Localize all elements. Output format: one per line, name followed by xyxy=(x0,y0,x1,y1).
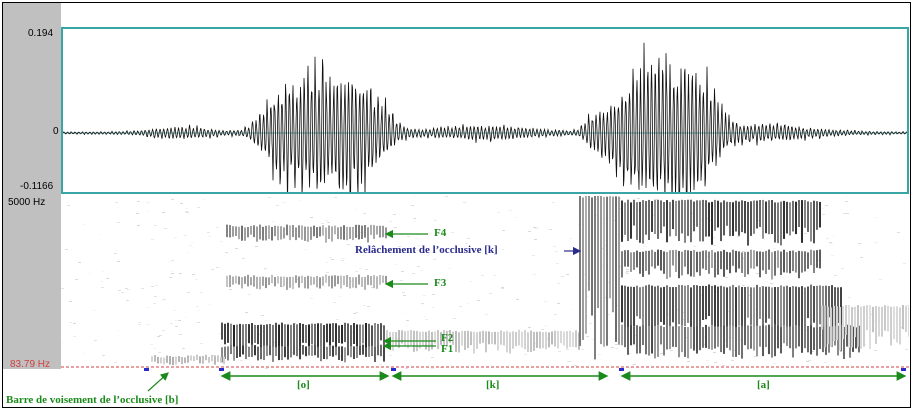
waveform-min-label: -0.1166 xyxy=(20,181,54,192)
segment-label-k: [k] xyxy=(486,379,500,391)
f1-label: F1 xyxy=(441,343,454,355)
f4-label: F4 xyxy=(434,227,447,239)
segment-label-o: [o] xyxy=(297,379,310,391)
voicing-bar-label: Barre de voisement de l’occlusive [b] xyxy=(6,394,179,406)
waveform-plot xyxy=(63,42,907,192)
segment-label-a: [a] xyxy=(757,379,770,391)
waveform-max-label: 0.194 xyxy=(28,28,54,39)
spectrogram-bottom-label: 83.79 Hz xyxy=(10,359,51,370)
waveform-zero-label: 0 xyxy=(53,126,59,137)
spectrogram-panel[interactable] xyxy=(61,196,909,369)
axis-label-panel xyxy=(3,3,61,369)
spectrogram-plot xyxy=(61,196,909,369)
spectrogram-texture xyxy=(61,196,909,369)
waveform-panel[interactable] xyxy=(61,27,909,194)
f2-label: F2 xyxy=(441,332,454,344)
release-label: Relâchement de l’occlusive [k] xyxy=(355,244,498,256)
waveform-trace xyxy=(63,42,907,192)
f3-label: F3 xyxy=(434,277,447,289)
spectrogram-top-label: 5000 Hz xyxy=(8,197,46,208)
